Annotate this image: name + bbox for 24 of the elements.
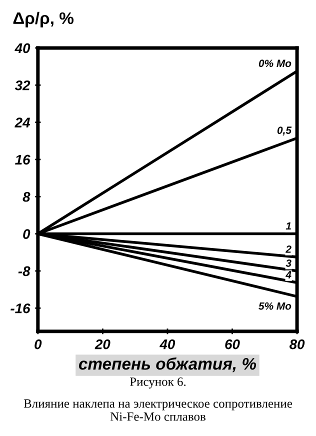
series-label: 0,5 bbox=[277, 126, 292, 136]
text: Рисунок 6. bbox=[130, 378, 186, 388]
y-axis-title: Δρ/ρ, % bbox=[13, 12, 74, 28]
series-label: 1 bbox=[286, 222, 291, 230]
x-tick-label: 40 bbox=[160, 339, 176, 350]
x-tick-label: 0 bbox=[34, 339, 42, 350]
y-tick-label: 32 bbox=[14, 80, 30, 90]
x-tick-label: 80 bbox=[290, 339, 305, 350]
x-tick-label: 20 bbox=[94, 339, 110, 350]
series-label: 3 bbox=[286, 259, 292, 267]
y-tick-label: -8 bbox=[18, 266, 30, 276]
y-tick-label: -16 bbox=[10, 303, 30, 314]
series-label: 0% Mo bbox=[258, 60, 292, 68]
y-tick-label: 16 bbox=[15, 154, 30, 165]
series-label: 5% Mo bbox=[258, 302, 292, 310]
x-axis-title: степень обжатия, % bbox=[78, 357, 256, 372]
y-tick-label: 0 bbox=[23, 229, 30, 239]
y-tick-label: 40 bbox=[14, 43, 30, 54]
text: Влияние наклепа на электрическое сопротивление Ni-Fe-Mo сплавов bbox=[24, 399, 292, 421]
y-tick-label: 8 bbox=[22, 192, 30, 202]
series-label: 2 bbox=[286, 246, 292, 253]
y-tick-label: 24 bbox=[14, 118, 30, 128]
series-label: 4 bbox=[286, 271, 292, 278]
x-tick-label: 60 bbox=[225, 339, 240, 350]
